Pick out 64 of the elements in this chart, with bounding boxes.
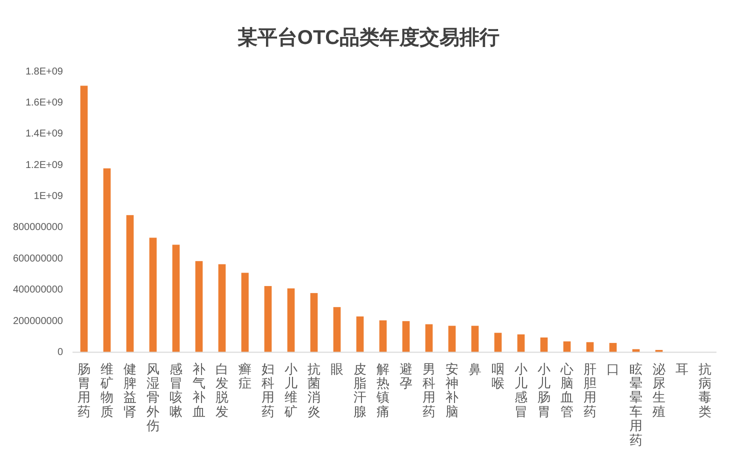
bar xyxy=(563,341,571,352)
bar xyxy=(264,286,272,352)
x-tick-label: 小儿感冒 xyxy=(514,361,528,419)
y-tick-label: 400000000 xyxy=(12,284,64,296)
x-tick-label: 口 xyxy=(606,361,620,376)
x-tick-label: 感冒咳嗽 xyxy=(170,361,182,419)
x-tick-label: 鼻 xyxy=(468,361,482,376)
bar xyxy=(172,244,180,352)
x-tick-label: 安神补脑 xyxy=(446,361,458,419)
bar xyxy=(471,326,479,352)
x-tick-label: 解热镇痛 xyxy=(376,361,390,419)
bar xyxy=(540,337,548,352)
bar xyxy=(425,324,433,352)
bar xyxy=(333,307,341,352)
x-tick-label: 小儿肠胃 xyxy=(538,361,550,419)
y-tick-label: 800000000 xyxy=(12,222,64,234)
y-tick-label: 1.6E+09 xyxy=(25,98,64,109)
chart-title: 某平台OTC品类年度交易排行 xyxy=(236,26,500,49)
x-tick-label: 维矿物质 xyxy=(100,361,114,419)
bar xyxy=(494,332,502,352)
bar xyxy=(241,272,249,352)
y-tick-label: 1E+09 xyxy=(34,191,64,202)
x-tick-label: 避孕 xyxy=(400,361,412,390)
bar xyxy=(195,261,203,352)
bar xyxy=(103,168,111,352)
bar xyxy=(586,342,594,352)
x-tick-label: 心脑血管 xyxy=(560,361,574,419)
x-tick-label: 抗菌消炎 xyxy=(308,361,320,419)
x-tick-label: 男科用药 xyxy=(422,361,436,419)
x-tick-label: 肝胆用药 xyxy=(584,361,596,419)
x-tick-label: 泌尿生殖 xyxy=(652,361,666,419)
y-tick-label: 1.4E+09 xyxy=(25,128,64,140)
y-tick-label: 600000000 xyxy=(12,253,64,264)
y-tick-label: 1.8E+09 xyxy=(25,66,64,78)
x-tick-label: 眩晕晕车用药 xyxy=(630,361,642,448)
bar xyxy=(379,320,387,352)
x-tick-label: 风湿骨外伤 xyxy=(146,361,160,434)
bar xyxy=(448,326,456,352)
bar xyxy=(126,215,134,352)
x-tick-label: 妇科用药 xyxy=(262,361,274,419)
x-tick-label: 健脾益肾 xyxy=(124,361,136,419)
x-tick-label: 眼 xyxy=(330,361,344,376)
bar xyxy=(632,349,640,352)
bar xyxy=(402,321,410,352)
x-tick-label: 抗病毒类 xyxy=(698,361,712,419)
x-tick-label: 小儿维矿 xyxy=(284,361,298,419)
bar xyxy=(80,86,88,352)
bar xyxy=(218,264,226,352)
x-tick-label: 耳 xyxy=(676,361,688,376)
bar xyxy=(517,334,525,352)
bar xyxy=(310,293,318,352)
x-tick-label: 咽喉 xyxy=(492,361,504,390)
bar xyxy=(356,316,364,352)
y-tick-label: 200000000 xyxy=(12,316,64,327)
x-tick-label: 补气补血 xyxy=(192,361,206,419)
x-tick-label: 肠胃用药 xyxy=(78,361,90,419)
bar xyxy=(609,342,617,352)
x-tick-label: 白发脱发 xyxy=(216,361,228,419)
y-tick-label: 0 xyxy=(57,346,64,358)
x-tick-label: 癣症 xyxy=(238,361,252,390)
bar xyxy=(287,288,295,352)
y-tick-label: 1.2E+09 xyxy=(25,160,64,171)
bar xyxy=(149,238,157,352)
x-tick-label: 皮脂汗腺 xyxy=(354,361,366,419)
